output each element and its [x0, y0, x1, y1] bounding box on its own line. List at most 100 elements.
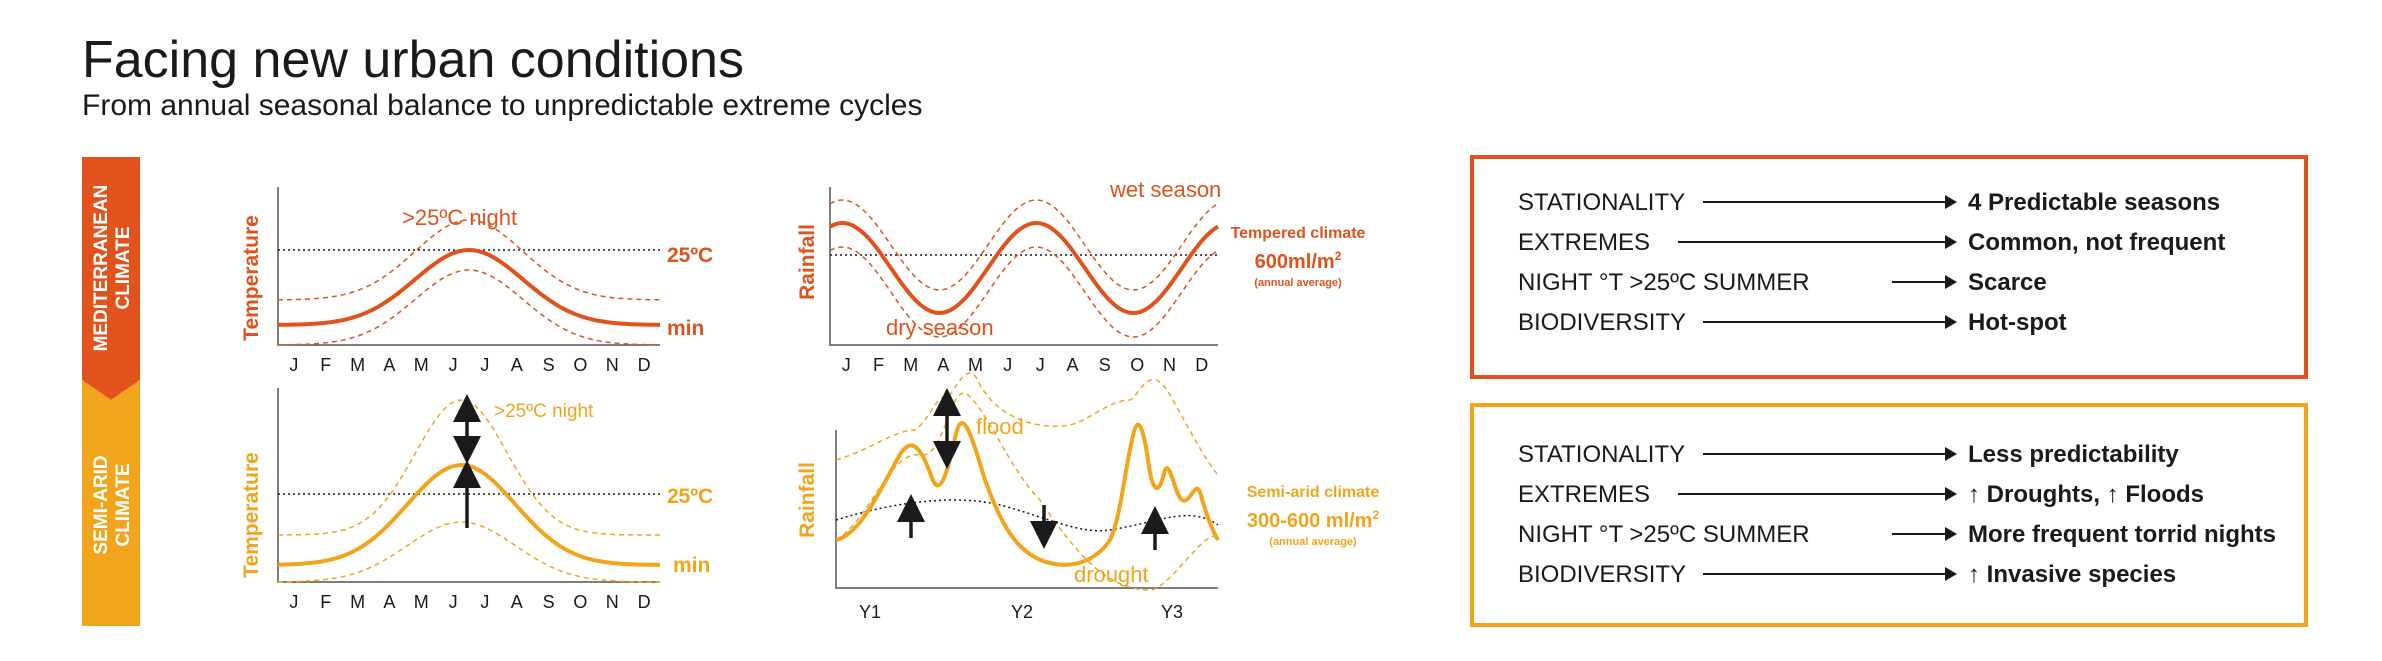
med-temp-min: min: [667, 317, 704, 340]
summary-row-biodiversity: BIODIVERSITY ↑ Invasive species: [1518, 557, 2278, 591]
tempered-climate-label: Tempered climate: [1231, 225, 1366, 242]
summary-value: Common, not frequent: [1968, 229, 2226, 256]
mediterranean-label-1: MEDITERRANEAN: [91, 185, 112, 352]
month-tick: N: [606, 592, 619, 612]
month-tick: A: [511, 355, 523, 375]
month-tick: F: [320, 355, 331, 375]
semi-rain-upper-envelope: [835, 372, 1219, 476]
semi-rain-lower-envelope: [835, 392, 1219, 591]
month-tick: N: [1163, 355, 1176, 375]
med-rain-chart: Rainfall wet season dry season Tempered …: [796, 177, 1366, 375]
month-tick: J: [842, 355, 851, 375]
semi-rain-amount-main: 300-600 ml/m: [1247, 510, 1373, 532]
med-rain-amount-main: 600ml/m: [1255, 251, 1335, 273]
dry-season-label: dry season: [886, 315, 994, 340]
mediterranean-summary-box: STATIONALITY 4 Predictable seasons EXTRE…: [1470, 155, 2308, 379]
month-tick: J: [1003, 355, 1012, 375]
month-tick: F: [320, 592, 331, 612]
summary-row-night-temperature: NIGHT °T >25ºC SUMMER Scarce: [1518, 265, 2278, 299]
semiarid-band: [82, 380, 140, 626]
month-tick: J: [480, 592, 489, 612]
semi-rain-main-curve: [835, 421, 1220, 567]
year-tick: Y2: [1011, 602, 1033, 622]
med-rain-note: (annual average): [1254, 277, 1342, 289]
med-rain-amount-sup: 2: [1335, 249, 1342, 263]
med-rain-ylabel: Rainfall: [796, 224, 819, 300]
summary-label: STATIONALITY: [1518, 189, 1686, 216]
semiarid-label-2: CLIMATE: [113, 463, 134, 546]
month-tick: M: [414, 592, 429, 612]
summary-label: EXTREMES: [1518, 229, 1651, 256]
summary-value: 4 Predictable seasons: [1968, 189, 2221, 216]
semi-temp-annotation: >25ºC night: [494, 401, 594, 422]
summary-label: STATIONALITY: [1518, 441, 1686, 468]
med-temp-threshold: 25ºC: [667, 244, 713, 267]
summary-value: More frequent torrid nights: [1968, 521, 2276, 548]
drought-label: drought: [1074, 562, 1149, 587]
med-rain-amount: 600ml/m2: [1255, 249, 1342, 273]
summary-row-extremes: EXTREMES ↑ Droughts, ↑ Floods: [1518, 477, 2278, 511]
summary-label: NIGHT °T >25ºC SUMMER: [1518, 269, 1810, 296]
semi-rain-amount-sup: 2: [1372, 508, 1379, 522]
rain-trend-line: [835, 499, 1219, 532]
month-tick: A: [1066, 355, 1078, 375]
month-tick: M: [903, 355, 918, 375]
right-arrow-icon: [1678, 487, 1957, 501]
right-arrow-icon: [1703, 195, 1957, 209]
page-subtitle: From annual seasonal balance to unpredic…: [82, 89, 923, 122]
semi-rain-chart: Rainfall flood drought Semi-arid climate…: [796, 372, 1380, 622]
month-tick: A: [511, 592, 523, 612]
med-temp-annotation: >25ºC night: [402, 205, 517, 230]
semi-rain-note: (annual average): [1269, 536, 1357, 548]
month-tick: S: [1099, 355, 1111, 375]
month-tick: J: [1036, 355, 1045, 375]
month-tick: M: [350, 592, 365, 612]
summary-value: Hot-spot: [1968, 309, 2067, 336]
semiarid-climate-label: Semi-arid climate: [1247, 484, 1380, 501]
month-tick: D: [638, 355, 651, 375]
semi-rain-amount: 300-600 ml/m2: [1247, 508, 1380, 532]
month-tick: D: [638, 592, 651, 612]
summary-row-stationality: STATIONALITY 4 Predictable seasons: [1518, 185, 2278, 219]
semi-temp-min: min: [673, 554, 710, 577]
month-tick: S: [543, 355, 555, 375]
right-arrow-icon: [1703, 447, 1957, 461]
month-tick: J: [449, 355, 458, 375]
month-tick: A: [937, 355, 949, 375]
semiarid-label-1: SEMI-ARID: [91, 455, 112, 554]
month-tick: M: [968, 355, 983, 375]
month-tick: M: [414, 355, 429, 375]
summary-row-extremes: EXTREMES Common, not frequent: [1518, 225, 2278, 259]
month-tick: J: [289, 592, 298, 612]
summary-row-night-temperature: NIGHT °T >25ºC SUMMER More frequent torr…: [1518, 517, 2278, 551]
year-tick: Y3: [1161, 602, 1183, 622]
right-arrow-icon: [1703, 567, 1957, 581]
month-tick: J: [480, 355, 489, 375]
summary-value: Scarce: [1968, 269, 2047, 296]
month-tick: S: [543, 592, 555, 612]
right-arrow-icon: [1892, 275, 1957, 289]
month-tick: J: [289, 355, 298, 375]
summary-label: BIODIVERSITY: [1518, 561, 1687, 588]
month-tick: N: [606, 355, 619, 375]
summary-label: NIGHT °T >25ºC SUMMER: [1518, 521, 1810, 548]
month-tick: A: [383, 592, 395, 612]
mediterranean-band: [82, 157, 140, 400]
month-tick: A: [383, 355, 395, 375]
year-tick: Y1: [859, 602, 881, 622]
summary-value: ↑ Droughts, ↑ Floods: [1968, 481, 2204, 508]
summary-value: ↑ Invasive species: [1968, 561, 2177, 588]
semiarid-summary-box: STATIONALITY Less predictability EXTREME…: [1470, 403, 2308, 627]
right-arrow-icon: [1703, 315, 1957, 329]
summary-row-stationality: STATIONALITY Less predictability: [1518, 437, 2278, 471]
semi-temp-ylabel: Temperature: [240, 452, 263, 578]
summary-label: EXTREMES: [1518, 481, 1651, 508]
right-arrow-icon: [1892, 527, 1957, 541]
month-tick: O: [1130, 355, 1144, 375]
semi-rain-ylabel: Rainfall: [796, 462, 819, 538]
page-title: Facing new urban conditions: [82, 31, 744, 89]
wet-season-label: wet season: [1109, 177, 1221, 202]
month-tick: D: [1195, 355, 1208, 375]
